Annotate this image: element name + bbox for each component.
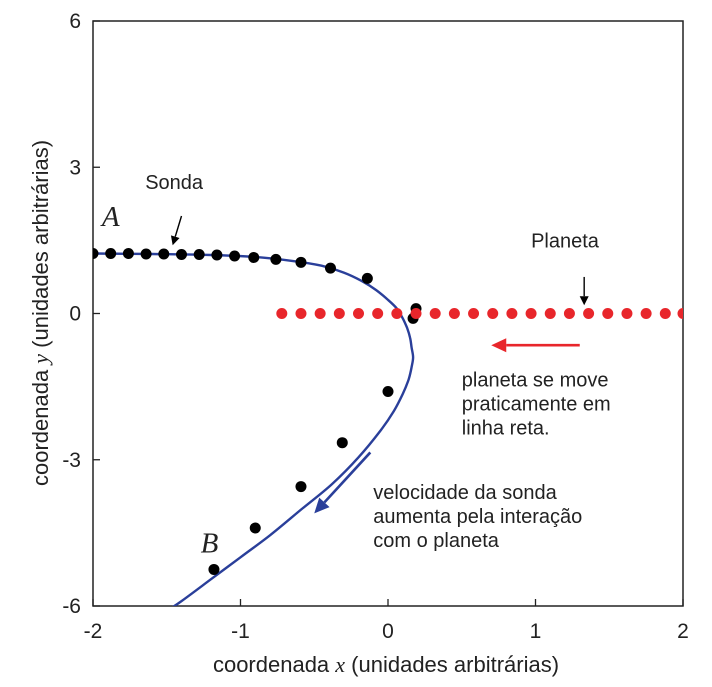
tick-labels: -2 -1 0 1 2 -6 -3 0 3 6 (62, 10, 689, 643)
y-tick-label: 0 (69, 303, 81, 326)
planet-point (640, 308, 652, 319)
y-tick-label: -6 (62, 595, 81, 618)
probe-point (336, 437, 348, 449)
arrows (170, 215, 589, 514)
planet-point (677, 308, 683, 319)
probe-point (211, 249, 223, 261)
y-tick-label: -3 (62, 449, 81, 472)
probe-point (105, 248, 117, 260)
probe-point (249, 522, 261, 534)
point-label-A: A (100, 201, 120, 233)
svg-text:coordenada y (unidades arbitrá: coordenada y (unidades arbitrárias) (28, 140, 53, 486)
probe-note-annotation: velocidade da sonda aumenta pela interaçã… (373, 482, 582, 552)
point-label-B: B (201, 527, 219, 559)
y-axis-label-prefix: coordenada (28, 364, 53, 486)
planet-point (468, 308, 480, 319)
probe-point (122, 248, 134, 260)
planet-point (525, 308, 537, 319)
planet-point (583, 308, 595, 319)
planet-point (621, 308, 633, 319)
probe-series (93, 248, 422, 575)
planet-point (276, 308, 288, 319)
planet-point (391, 308, 403, 319)
planet-point (448, 308, 460, 319)
planet-note-annotation: planeta se move praticamente em linha reta… (462, 370, 611, 440)
probe-point (208, 563, 220, 575)
x-axis-label-var: x (334, 652, 345, 677)
probe-point (229, 250, 241, 262)
probe-point (382, 386, 394, 397)
probe-point (295, 481, 307, 493)
svg-text:coordenada x (unidades arbitrá: coordenada x (unidades arbitrárias) (213, 652, 559, 677)
planet-point (372, 308, 384, 319)
probe-point (324, 262, 336, 274)
probe-point (140, 248, 152, 260)
planet-point (429, 308, 441, 319)
probe-point (295, 256, 307, 268)
planet-point (659, 308, 671, 319)
probe-point (270, 253, 282, 265)
planet-point (487, 308, 499, 319)
x-tick-label: 1 (530, 620, 542, 643)
probe-point (361, 272, 373, 284)
axis-ticks (92, 20, 684, 607)
planet-point (295, 308, 307, 319)
y-tick-label: 6 (69, 10, 81, 33)
planet-point (353, 308, 364, 319)
planeta-ptr-arrow (579, 276, 589, 306)
probe-dir-arrow (314, 451, 372, 514)
y-tick-label: 3 (69, 156, 81, 179)
planeta-label: Planeta (531, 231, 600, 253)
x-tick-label: -2 (84, 620, 103, 643)
probe-point (93, 248, 99, 260)
probe-point (176, 249, 187, 261)
x-axis-label-prefix: coordenada (213, 652, 335, 677)
probe-point (158, 248, 170, 260)
planet-point (410, 308, 422, 319)
planet-dir-arrow (491, 338, 580, 353)
planet-point (314, 308, 326, 319)
planet-point (333, 308, 345, 319)
y-axis-label-suffix: (unidades arbitrárias) (28, 140, 53, 354)
x-axis-label: coordenada x (unidades arbitrárias) (213, 652, 559, 677)
x-tick-label: -1 (231, 620, 250, 643)
probe-trajectory-curve (93, 252, 415, 606)
planet-point (563, 308, 575, 319)
planet-point (506, 308, 518, 319)
probe-point (193, 249, 205, 261)
y-axis-label-var: y (28, 354, 53, 366)
y-axis-label: coordenada y (unidades arbitrárias) (28, 140, 53, 486)
x-axis-label-suffix: (unidades arbitrárias) (345, 652, 559, 677)
sonda-ptr-arrow (170, 215, 183, 246)
planet-point (544, 308, 556, 319)
planet-point (602, 308, 614, 319)
x-tick-label: 2 (677, 620, 689, 643)
probe-point (248, 251, 260, 263)
x-tick-label: 0 (382, 620, 394, 643)
planet-series (276, 308, 683, 319)
sonda-label: Sonda (145, 172, 204, 194)
